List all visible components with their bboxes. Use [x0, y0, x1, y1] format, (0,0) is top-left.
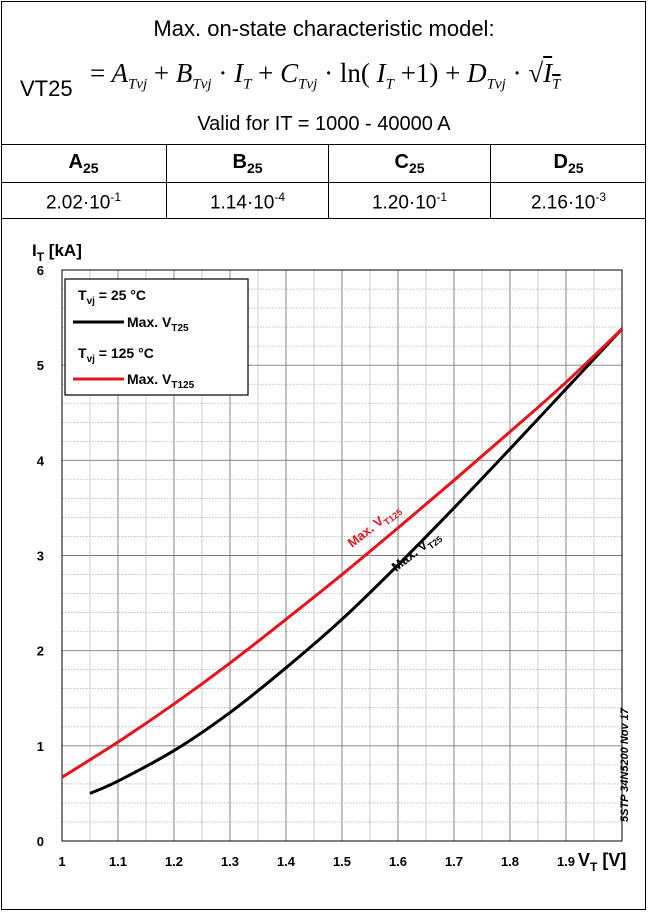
chart-legend: Tvj = 25 °C Max. VT25 Tvj = 125 °C Max. … — [64, 278, 249, 396]
x-axis-label: VT [V] — [578, 850, 626, 874]
coefficient-value-c: 1.20·10-1 — [371, 190, 448, 214]
x-tick-label: 1 — [58, 854, 65, 869]
legend-condition-125: Tvj = 125 °C — [78, 345, 154, 365]
x-tick-label: 1.5 — [333, 854, 351, 869]
curve-max-vt125 — [61, 327, 624, 779]
y-tick-label: 6 — [37, 263, 44, 278]
legend-label-t25: Max. VT25 — [127, 314, 189, 334]
coefficient-value-d: 2.16·10-3 — [530, 190, 607, 214]
validity-range: Valid for IT = 1000 - 40000 A — [197, 113, 451, 135]
document-reference-note: 5STP 34N5200 Nov 17 — [619, 707, 631, 822]
divider — [1, 144, 646, 145]
y-tick-label: 0 — [37, 834, 44, 849]
formula-expression: = ATvj + BTvj · IT + CTvj · ln( IT +1) +… — [90, 58, 561, 93]
y-axis-label: IT [kA] — [32, 241, 82, 264]
x-tick-label: 1.1 — [109, 854, 127, 869]
curve-max-vt25 — [89, 327, 624, 795]
x-tick-label: 1.3 — [221, 854, 239, 869]
divider — [1, 218, 646, 219]
coefficient-value-a: 2.02·10-1 — [45, 190, 122, 214]
coefficient-header-b: B25 — [232, 151, 263, 176]
y-tick-label: 4 — [37, 453, 45, 468]
coefficient-header-a: A25 — [68, 151, 99, 176]
x-tick-label: 1.8 — [501, 854, 519, 869]
table-column-divider — [328, 144, 329, 218]
coefficient-header-c: C25 — [394, 151, 425, 176]
y-tick-label: 3 — [37, 549, 44, 564]
chart-curves — [61, 327, 624, 795]
formula-lhs: VT25 — [20, 76, 73, 101]
model-title: Max. on-state characteristic model: — [153, 16, 495, 41]
y-tick-label: 1 — [37, 739, 44, 754]
curve-label-t25: Max. VT25 — [389, 528, 445, 577]
legend-label-t125: Max. VT125 — [127, 371, 195, 391]
plot-area-border — [61, 269, 623, 842]
x-tick-label: 1.6 — [389, 854, 407, 869]
table-column-divider — [166, 144, 167, 218]
curve-label-t125: Max. VT125 — [345, 501, 405, 553]
legend-condition-25: Tvj = 25 °C — [78, 287, 146, 307]
model-formula: VT25 = ATvj + BTvj · IT + CTvj · ln( IT … — [18, 58, 638, 102]
coefficient-value-b: 1.14·10-4 — [209, 190, 286, 214]
x-tick-label: 1.9 — [557, 854, 575, 869]
y-tick-label: 5 — [37, 358, 44, 373]
y-tick-label: 2 — [37, 644, 44, 659]
divider — [1, 182, 646, 183]
x-tick-label: 1.2 — [165, 854, 183, 869]
x-tick-label: 1.4 — [277, 854, 296, 869]
coefficient-header-d: D25 — [553, 151, 584, 176]
table-column-divider — [490, 144, 491, 218]
x-tick-label: 1.7 — [445, 854, 463, 869]
legend-box — [64, 278, 249, 396]
